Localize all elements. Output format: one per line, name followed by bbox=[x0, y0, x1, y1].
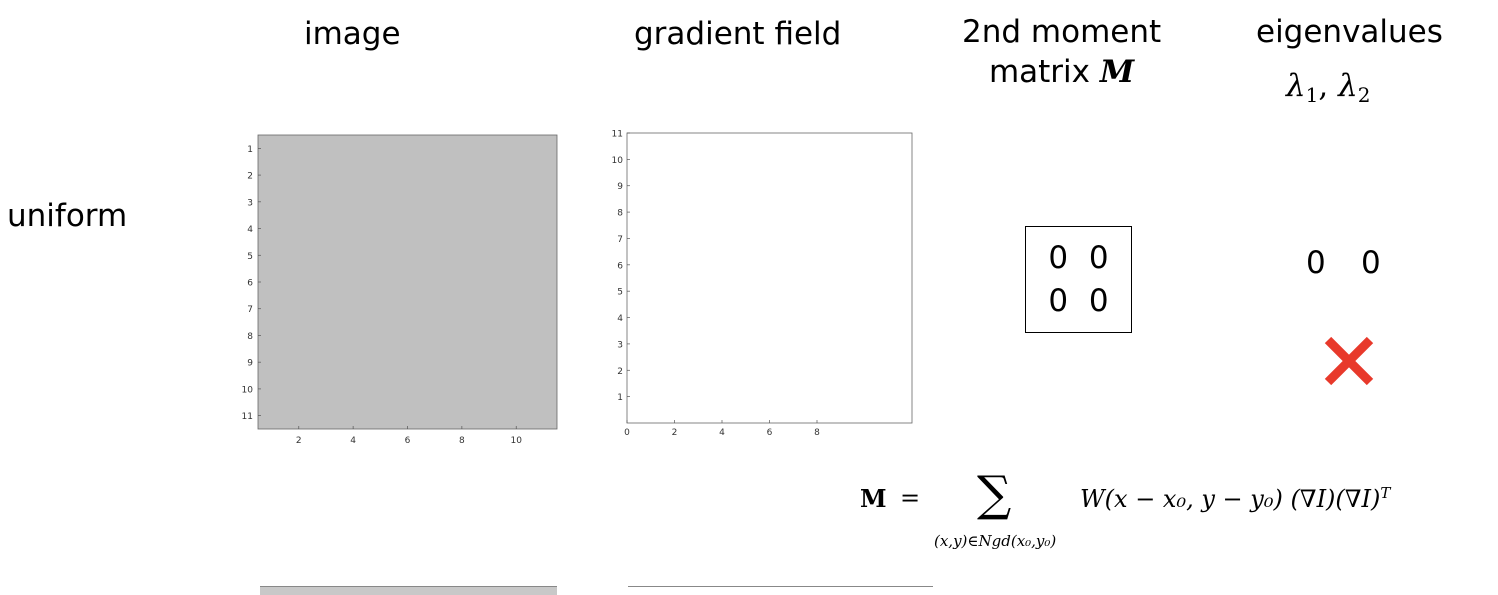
eigenvalue-1: 0 bbox=[1306, 245, 1326, 281]
gradient-y-tick-label: 7 bbox=[617, 235, 623, 245]
gradient-y-tick-label: 2 bbox=[617, 367, 623, 377]
formula-sum-range: (x,y)∈Ngd(x₀,y₀) bbox=[934, 532, 1057, 550]
header-second-moment-line2: matrix M bbox=[962, 52, 1161, 92]
header-matrix-label: matrix bbox=[988, 54, 1090, 90]
matrix-cell-12: 0 bbox=[1088, 240, 1109, 277]
image-y-tick-label: 10 bbox=[242, 385, 254, 395]
image-x-tick-label: 4 bbox=[350, 436, 356, 446]
gradient-y-tick-label: 6 bbox=[617, 261, 623, 271]
gradient-y-tick-label: 1 bbox=[617, 393, 623, 403]
matrix-cell-11: 0 bbox=[1048, 240, 1069, 277]
header-second-moment: 2nd moment matrix M bbox=[962, 12, 1161, 92]
lambda-symbols: λ1, λ2 bbox=[1286, 66, 1443, 115]
cross-icon bbox=[1324, 336, 1374, 386]
image-y-tick-label: 3 bbox=[247, 198, 253, 208]
matrix-symbol: M bbox=[1099, 54, 1135, 90]
formula-equals: = bbox=[900, 484, 921, 512]
formula-lhs: M bbox=[860, 484, 887, 513]
gradient-y-tick-label: 3 bbox=[617, 340, 623, 350]
next-row-image-strip bbox=[260, 586, 557, 595]
image-plot-fill bbox=[257, 134, 558, 430]
image-x-tick-label: 8 bbox=[459, 436, 465, 446]
image-x-tick-label: 10 bbox=[511, 436, 523, 446]
gradient-x-tick-label: 6 bbox=[767, 428, 773, 438]
next-row-gradient-strip bbox=[628, 586, 933, 595]
lambda-1-sub: 1 bbox=[1305, 83, 1319, 107]
lambda-2-symbol: λ bbox=[1338, 68, 1358, 104]
second-moment-formula: M = ∑ (x,y)∈Ngd(x₀,y₀) W(x − x₀, y − y₀)… bbox=[860, 466, 1490, 568]
second-moment-matrix: 0 0 0 0 bbox=[1025, 226, 1132, 333]
gradient-y-tick-label: 5 bbox=[617, 288, 623, 298]
image-y-tick-label: 5 bbox=[247, 252, 253, 262]
image-y-tick-label: 1 bbox=[247, 145, 253, 155]
matrix-cell-21: 0 bbox=[1048, 282, 1069, 319]
row-label-uniform: uniform bbox=[7, 198, 128, 234]
lambda-1-symbol: λ bbox=[1286, 68, 1306, 104]
header-eigenvalues: eigenvalues λ1, λ2 bbox=[1256, 12, 1443, 115]
gradient-field-plot: 1 2 3 4 5 6 7 8 9 10 11 0 2 4 6 8 bbox=[612, 130, 913, 438]
image-y-tick-label: 8 bbox=[247, 332, 253, 342]
image-y-tick-label: 11 bbox=[242, 412, 253, 422]
formula-transpose: T bbox=[1380, 484, 1391, 502]
gradient-plot-area bbox=[626, 132, 913, 424]
gradient-y-tick-label: 8 bbox=[617, 209, 623, 219]
image-x-tick-label: 2 bbox=[296, 436, 302, 446]
image-y-tick-label: 9 bbox=[247, 359, 253, 369]
image-plot: 1 2 3 4 5 6 7 8 9 10 11 2 4 6 8 10 bbox=[242, 134, 558, 446]
gradient-y-tick-label: 10 bbox=[612, 156, 624, 166]
image-y-tick-label: 7 bbox=[247, 305, 253, 315]
formula-rhs-body: W(x − x₀, y − y₀) (∇I)(∇I) bbox=[1080, 485, 1381, 513]
gradient-x-tick-label: 0 bbox=[624, 428, 630, 438]
eigenvalue-2: 0 bbox=[1361, 245, 1381, 281]
matrix-cell-22: 0 bbox=[1088, 282, 1109, 319]
gradient-y-tick-label: 9 bbox=[617, 182, 623, 192]
image-y-tick-label: 4 bbox=[247, 225, 253, 235]
header-image: image bbox=[304, 16, 401, 52]
lambda-separator: , bbox=[1318, 68, 1339, 104]
header-gradient-field: gradient field bbox=[634, 16, 842, 52]
header-eigenvalues-line1: eigenvalues bbox=[1256, 14, 1443, 50]
gradient-x-tick-label: 8 bbox=[814, 428, 820, 438]
gradient-y-tick-label: 11 bbox=[612, 130, 623, 140]
header-second-moment-line1: 2nd moment bbox=[962, 14, 1162, 50]
formula-sum: ∑ bbox=[977, 466, 1012, 522]
gradient-y-tick-label: 4 bbox=[617, 314, 623, 324]
lambda-2-sub: 2 bbox=[1357, 83, 1371, 107]
image-y-tick-label: 6 bbox=[247, 279, 253, 289]
image-y-tick-label: 2 bbox=[247, 172, 253, 182]
gradient-x-tick-label: 4 bbox=[719, 428, 725, 438]
formula-rhs: W(x − x₀, y − y₀) (∇I)(∇I)T bbox=[1080, 484, 1390, 513]
gradient-x-tick-label: 2 bbox=[672, 428, 678, 438]
image-x-tick-label: 6 bbox=[405, 436, 411, 446]
